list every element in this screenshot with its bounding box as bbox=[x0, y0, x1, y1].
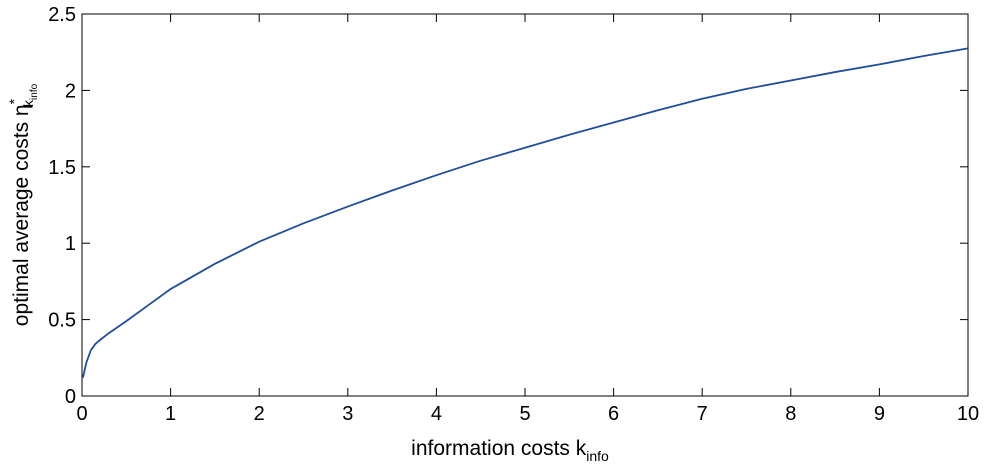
y-axis-label-main: optimal average costs η bbox=[10, 104, 33, 326]
x-tick-label: 0 bbox=[76, 403, 87, 425]
y-tick-label: 0.5 bbox=[48, 310, 76, 332]
y-tick-label: 1 bbox=[65, 233, 76, 255]
x-tick-label: 2 bbox=[254, 403, 265, 425]
x-tick-label: 6 bbox=[608, 403, 619, 425]
x-axis-label-subscript: info bbox=[586, 448, 609, 464]
series-line bbox=[82, 47, 969, 378]
y-axis-label-subscript-k: k bbox=[20, 99, 36, 107]
x-tick-label: 10 bbox=[957, 403, 979, 425]
x-axis-label-main: information costs k bbox=[411, 437, 587, 460]
x-ticks: 0 1 2 3 4 5 6 7 8 9 10 bbox=[76, 14, 979, 425]
y-tick-label: 0 bbox=[65, 386, 76, 408]
y-ticks: 0 0.5 1 1.5 2 2.5 bbox=[48, 4, 968, 408]
x-tick-label: 1 bbox=[165, 403, 176, 425]
x-tick-label: 5 bbox=[519, 403, 530, 425]
x-tick-label: 4 bbox=[431, 403, 442, 425]
y-tick-label: 1.5 bbox=[48, 157, 76, 179]
x-tick-label: 8 bbox=[785, 403, 796, 425]
y-axis-label-subscript-info: info bbox=[29, 83, 40, 100]
x-axis-label: information costs kinfo bbox=[411, 437, 609, 464]
y-tick-label: 2.5 bbox=[48, 4, 76, 26]
x-tick-label: 7 bbox=[697, 403, 708, 425]
x-tick-label: 9 bbox=[874, 403, 885, 425]
y-axis-label: optimal average costs η*kinfo bbox=[6, 83, 40, 326]
plot-area bbox=[81, 13, 969, 397]
x-tick-label: 3 bbox=[342, 403, 353, 425]
y-axis-label-superscript: * bbox=[6, 98, 22, 104]
y-tick-label: 2 bbox=[65, 80, 76, 102]
